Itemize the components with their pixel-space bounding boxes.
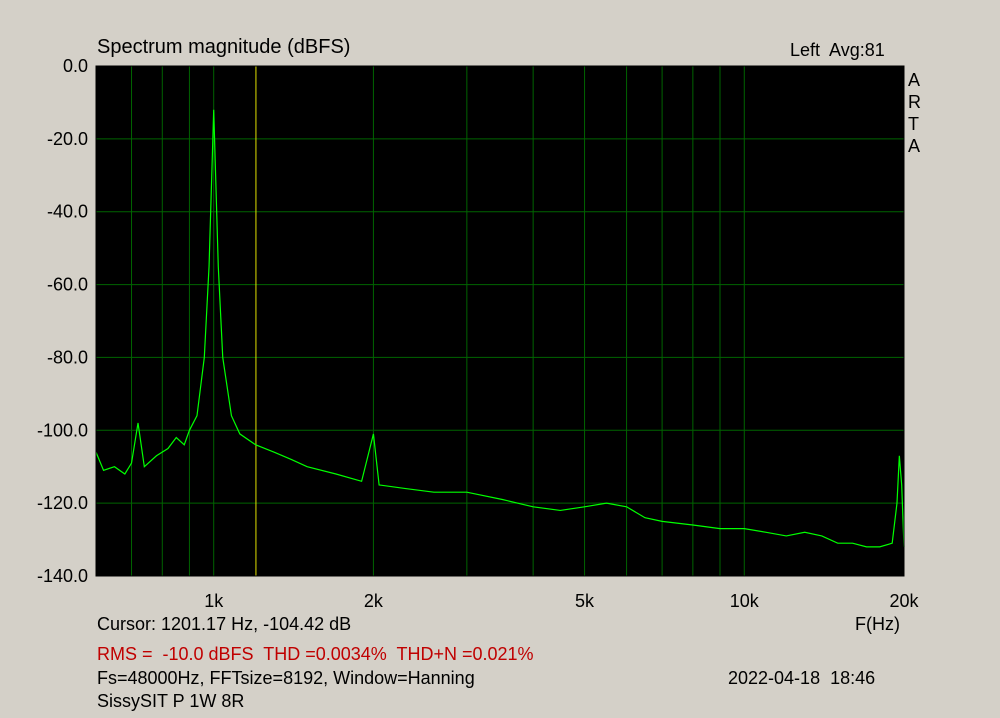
brand: ARTA [908,70,921,156]
plot-frame [95,65,905,577]
y-tick-label: -120.0 [37,493,88,513]
spectrum-line [95,109,905,548]
y-tick-label: -60.0 [47,275,88,295]
y-tick-label: 0.0 [63,56,88,76]
x-tick-label: 10k [730,591,760,611]
channel-label: Left Avg:81 [790,40,885,60]
settings: Fs=48000Hz, FFTsize=8192, Window=Hanning [97,668,475,688]
cursor-readout: Cursor: 1201.17 Hz, -104.42 dB [97,614,352,634]
y-tick-label: -80.0 [47,347,88,367]
y-tick-label: -40.0 [47,202,88,222]
chart-title: Spectrum magnitude (dBFS) [97,36,351,58]
x-tick-label: 1k [204,591,224,611]
stats: RMS = -10.0 dBFS THD =0.0034% THD+N =0.0… [97,644,534,664]
x-tick-label: 2k [364,591,384,611]
timestamp: 2022-04-18 18:46 [728,668,876,688]
x-axis-label: F(Hz) [855,614,900,634]
device: SissySIT P 1W 8R [97,691,245,711]
plot-area [96,66,904,576]
x-tick-label: 20k [889,591,919,611]
y-tick-label: -20.0 [47,129,88,149]
x-tick-label: 5k [575,591,595,611]
y-tick-label: -100.0 [37,420,88,440]
y-tick-label: -140.0 [37,566,88,586]
